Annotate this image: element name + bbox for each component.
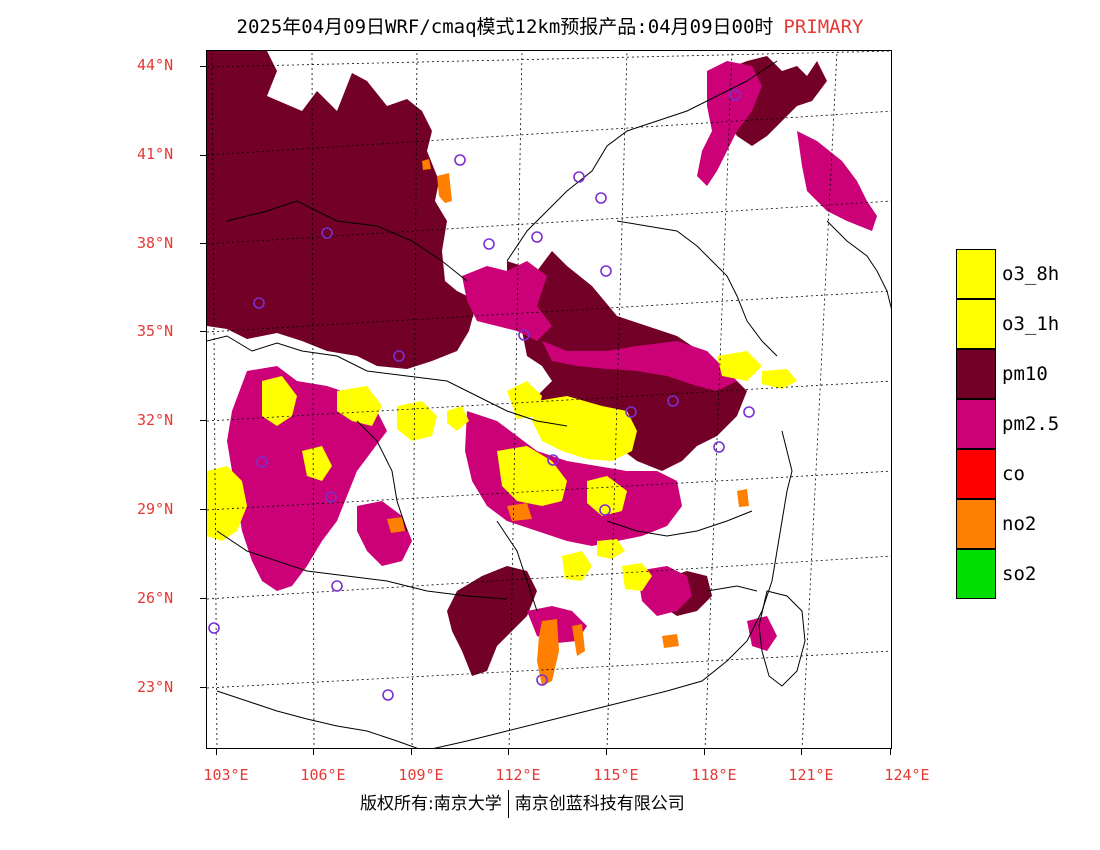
lon-tick: [313, 749, 314, 755]
lon-label: 121°E: [788, 766, 834, 784]
lon-label: 118°E: [691, 766, 737, 784]
lat-label: 29°N: [137, 500, 174, 518]
boundary-lines: [207, 60, 891, 748]
lon-tick: [606, 749, 607, 755]
station-marker: [547, 454, 559, 466]
legend-label: pm2.5: [1002, 413, 1060, 435]
map-title: 2025年04月09日WRF/cmaq模式12km预报产品:04月09日00时 P…: [0, 12, 1100, 39]
lon-tick: [801, 749, 802, 755]
station-marker: [253, 297, 265, 309]
lat-tick: [200, 331, 206, 332]
lat-label: 41°N: [137, 145, 174, 163]
legend-swatch: [956, 299, 996, 349]
lon-label: 109°E: [398, 766, 444, 784]
o3-regions: [207, 351, 797, 591]
lon-label: 106°E: [300, 766, 346, 784]
copyright-right: 南京创蓝科技有限公司: [514, 794, 685, 814]
station-marker: [625, 406, 637, 418]
legend-swatch: [956, 499, 996, 549]
station-marker: [208, 622, 220, 634]
station-marker: [393, 350, 405, 362]
lat-label: 23°N: [137, 678, 174, 696]
lon-tick: [704, 749, 705, 755]
copyright-notice: 版权所有:南京大学 南京创蓝科技有限公司: [360, 789, 685, 818]
station-markers: [208, 89, 755, 701]
station-marker: [256, 456, 268, 468]
lat-label: 32°N: [137, 411, 174, 429]
lat-tick: [200, 66, 206, 67]
lon-tick: [890, 749, 891, 755]
station-marker: [325, 491, 337, 503]
station-marker: [518, 329, 530, 341]
station-marker: [483, 238, 495, 250]
station-marker: [667, 395, 679, 407]
lon-label: 115°E: [593, 766, 639, 784]
station-marker: [536, 674, 548, 686]
graticule: [207, 51, 891, 748]
lat-tick: [200, 687, 206, 688]
lon-tick: [508, 749, 509, 755]
primary-tag: PRIMARY: [783, 16, 864, 38]
no2-regions: [387, 159, 749, 686]
lon-tick: [216, 749, 217, 755]
legend-label: pm10: [1002, 363, 1048, 385]
lon-label: 124°E: [884, 766, 930, 784]
lat-tick: [200, 243, 206, 244]
legend-label: o3_8h: [1002, 263, 1060, 285]
lat-tick: [200, 598, 206, 599]
legend-swatch: [956, 549, 996, 599]
station-marker: [531, 231, 543, 243]
station-marker: [321, 227, 333, 239]
lat-label: 38°N: [137, 234, 174, 252]
station-marker: [595, 192, 607, 204]
station-marker: [600, 265, 612, 277]
copyright-left: 版权所有:南京大学: [360, 794, 502, 814]
lat-tick: [200, 420, 206, 421]
station-marker: [454, 154, 466, 166]
copyright-divider: [507, 790, 509, 818]
lon-label: 103°E: [203, 766, 249, 784]
lon-label: 112°E: [495, 766, 541, 784]
legend-swatch: [956, 399, 996, 449]
station-marker: [743, 406, 755, 418]
station-marker: [573, 171, 585, 183]
map-title-text: 2025年04月09日WRF/cmaq模式12km预报产品:04月09日00时: [236, 16, 774, 38]
legend-label: co: [1002, 463, 1025, 485]
legend-swatch: [956, 249, 996, 299]
lat-tick: [200, 509, 206, 510]
station-marker: [713, 441, 725, 453]
lat-label: 26°N: [137, 589, 174, 607]
lat-label: 35°N: [137, 322, 174, 340]
pollutant-map: [206, 50, 892, 749]
legend-label: so2: [1002, 563, 1037, 585]
station-marker: [729, 89, 741, 101]
legend-label: o3_1h: [1002, 313, 1060, 335]
map-canvas: [207, 51, 891, 748]
legend-swatch: [956, 449, 996, 499]
legend-label: no2: [1002, 513, 1037, 535]
station-marker: [599, 504, 611, 516]
station-marker: [382, 689, 394, 701]
lon-tick: [411, 749, 412, 755]
legend-swatch: [956, 349, 996, 399]
lat-tick: [200, 155, 206, 156]
lat-label: 44°N: [137, 56, 174, 74]
station-marker: [331, 580, 343, 592]
